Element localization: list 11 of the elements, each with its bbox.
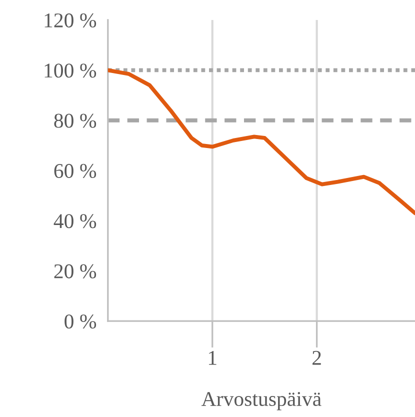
y-tick-label: 20 % <box>54 264 96 278</box>
y-tick-label: 80 % <box>54 114 96 128</box>
x-axis-title: Arvostuspäivä <box>201 392 322 410</box>
y-tick-label: 40 % <box>54 214 96 228</box>
y-tick-label: 120 % <box>44 13 96 28</box>
y-tick-label: 100 % <box>44 64 96 78</box>
y-tick-label: 60 % <box>54 164 96 178</box>
x-tick-label: 2 <box>312 350 321 365</box>
x-tick-label: 1 <box>208 350 216 365</box>
line-series <box>108 68 415 216</box>
y-tick-label: 0 % <box>64 314 96 329</box>
